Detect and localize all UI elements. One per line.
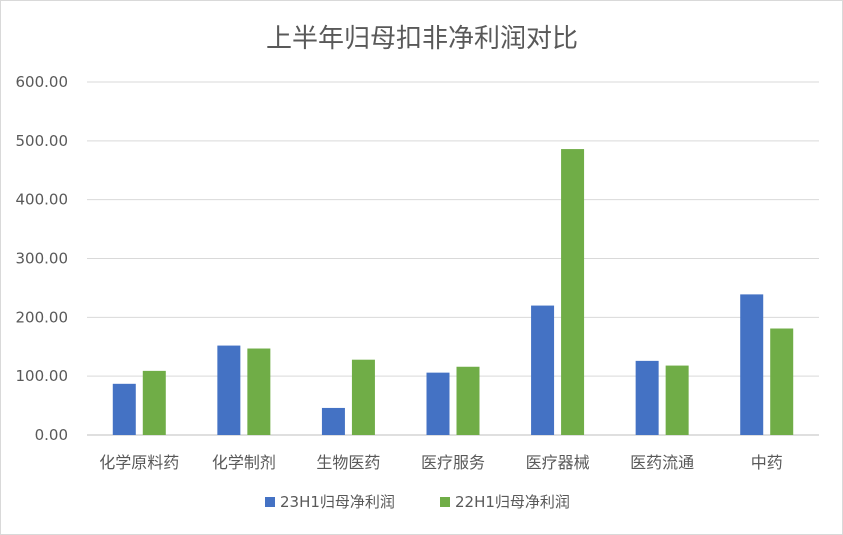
bar-series1-1: [217, 345, 241, 435]
chart-title: 上半年归母扣非净利润对比: [266, 24, 578, 54]
x-category-label: 化学原料药: [99, 453, 179, 472]
y-tick-label: 200.00: [16, 308, 69, 326]
bar-series2-4: [561, 149, 585, 435]
bar-series1-4: [531, 305, 555, 435]
y-tick-label: 100.00: [16, 367, 69, 385]
x-category-label: 医疗器械: [526, 453, 590, 472]
bar-series1-0: [112, 383, 136, 435]
legend-swatch: [440, 497, 450, 507]
x-category-label: 化学制剂: [212, 453, 276, 472]
x-category-label: 医疗服务: [421, 453, 485, 472]
bar-series1-6: [740, 294, 764, 435]
legend-swatch: [265, 497, 275, 507]
x-axis-categories: 化学原料药 化学制剂 生物医药 医疗服务 医疗器械 医药流通 中药: [99, 453, 782, 472]
gridlines: [87, 81, 819, 436]
legend-label: 22H1归母净利润: [455, 493, 570, 511]
x-category-label: 生物医药: [316, 453, 380, 472]
bar-series1-3: [426, 372, 450, 435]
y-tick-label: 0.00: [35, 426, 68, 444]
y-tick-label: 400.00: [16, 191, 69, 209]
legend: 23H1归母净利润 22H1归母净利润: [265, 493, 570, 511]
bar-series2-1: [247, 348, 271, 435]
y-tick-label: 300.00: [16, 250, 69, 268]
y-axis-ticks: 0.00 100.00 200.00 300.00 400.00 500.00 600.00: [16, 73, 69, 444]
bar-series2-2: [351, 359, 375, 435]
bar-series2-0: [142, 370, 166, 435]
x-category-label: 医药流通: [630, 453, 694, 472]
x-category-label: 中药: [751, 453, 783, 472]
bar-series1-5: [635, 360, 659, 435]
bar-series2-5: [665, 365, 689, 435]
legend-label: 23H1归母净利润: [280, 493, 395, 511]
bar-series2-3: [456, 366, 480, 435]
y-tick-label: 500.00: [16, 132, 69, 150]
bar-series1-2: [321, 407, 345, 435]
bar-series2-6: [770, 328, 794, 435]
bars: [112, 149, 794, 435]
y-tick-label: 600.00: [16, 73, 69, 91]
